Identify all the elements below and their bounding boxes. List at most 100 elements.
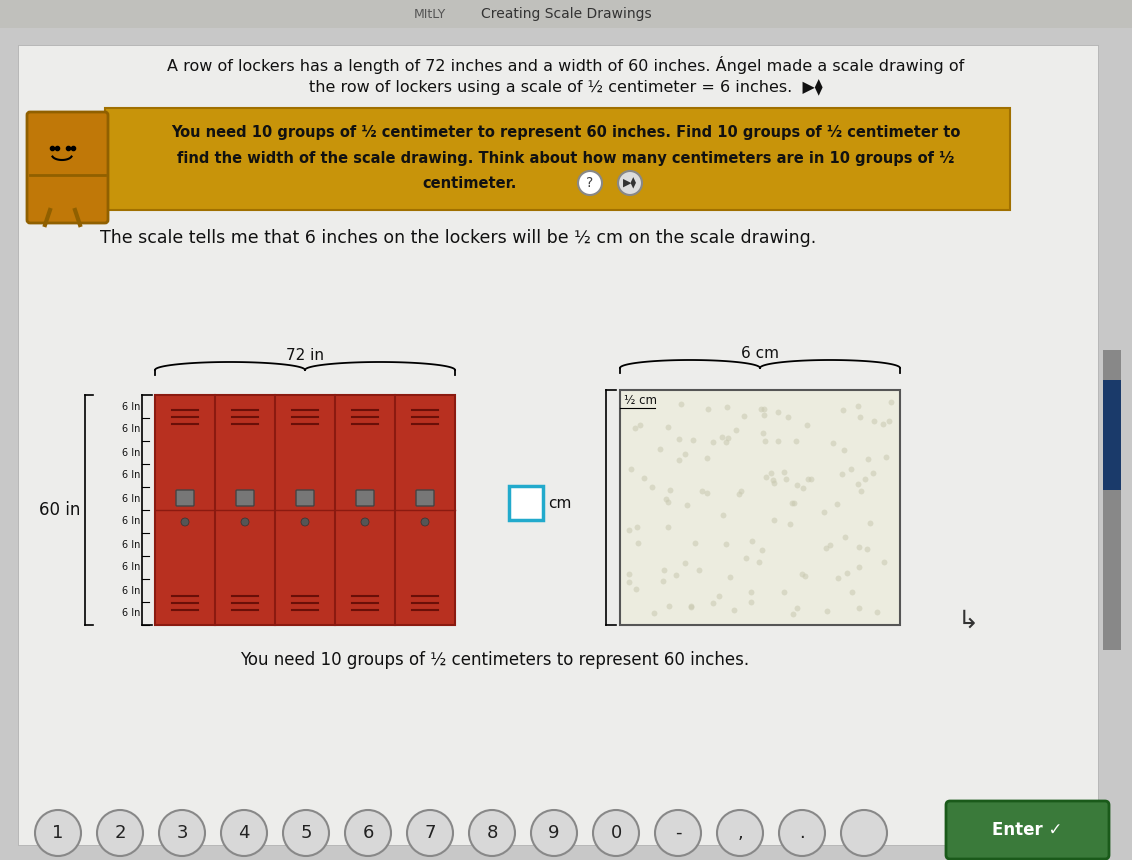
Point (774, 465, 792, 479)
Text: MItLY: MItLY (414, 8, 446, 21)
Text: 6 In: 6 In (121, 402, 140, 411)
Circle shape (221, 810, 267, 856)
Circle shape (283, 810, 329, 856)
Text: 1: 1 (52, 824, 63, 842)
Text: 5: 5 (300, 824, 311, 842)
Point (821, 538, 839, 552)
FancyBboxPatch shape (355, 490, 374, 506)
Point (729, 487, 747, 501)
Text: 6 In: 6 In (121, 470, 140, 481)
Point (865, 415, 883, 428)
Point (672, 397, 691, 411)
Point (756, 434, 774, 448)
Text: -: - (675, 824, 681, 842)
Point (719, 432, 737, 445)
Text: A row of lockers has a length of 72 inches and a width of 60 inches. Ángel made : A row of lockers has a length of 72 inch… (168, 56, 964, 74)
Point (698, 402, 717, 416)
Point (850, 540, 868, 554)
Text: ▶⧫: ▶⧫ (623, 177, 637, 188)
Point (683, 600, 701, 614)
Text: ?: ? (586, 176, 593, 190)
Point (850, 602, 868, 616)
Point (842, 462, 860, 476)
Point (786, 496, 804, 510)
Point (704, 435, 722, 449)
Text: 6: 6 (362, 824, 374, 842)
Point (784, 607, 803, 621)
Point (626, 421, 644, 435)
Point (655, 563, 674, 577)
Point (763, 473, 781, 487)
Point (779, 410, 797, 424)
Point (717, 538, 735, 551)
Point (852, 484, 871, 498)
Point (817, 605, 835, 618)
Point (623, 462, 641, 476)
Point (792, 567, 811, 580)
FancyBboxPatch shape (18, 45, 1098, 845)
Circle shape (655, 810, 701, 856)
Point (627, 582, 645, 596)
Point (762, 466, 780, 480)
Text: 6 In: 6 In (121, 447, 140, 458)
Point (698, 452, 717, 465)
Circle shape (241, 518, 249, 526)
Point (714, 508, 732, 522)
Point (754, 426, 772, 439)
Point (693, 484, 711, 498)
Circle shape (531, 810, 577, 856)
Point (735, 409, 753, 423)
Text: 7: 7 (424, 824, 436, 842)
Point (719, 400, 737, 414)
Point (631, 418, 649, 432)
FancyBboxPatch shape (235, 490, 254, 506)
Text: 72 in: 72 in (286, 347, 324, 363)
Text: ,: , (737, 824, 743, 842)
Point (653, 574, 671, 587)
FancyBboxPatch shape (295, 490, 314, 506)
Point (753, 543, 771, 556)
Circle shape (408, 810, 453, 856)
Point (861, 516, 880, 530)
Circle shape (618, 171, 642, 195)
Point (659, 421, 677, 434)
Point (877, 451, 895, 464)
Circle shape (158, 810, 205, 856)
Point (659, 495, 677, 509)
Point (741, 595, 760, 609)
Text: 6 In: 6 In (121, 517, 140, 526)
FancyBboxPatch shape (155, 395, 455, 625)
Circle shape (578, 171, 602, 195)
Point (620, 567, 638, 580)
Point (783, 496, 801, 510)
Point (849, 400, 867, 414)
Text: 6 In: 6 In (121, 586, 140, 595)
Point (737, 550, 755, 564)
Text: 0: 0 (610, 824, 621, 842)
Text: 8: 8 (487, 824, 498, 842)
Text: 60 in: 60 in (38, 501, 80, 519)
Point (755, 402, 773, 415)
Point (864, 466, 882, 480)
Point (765, 476, 783, 490)
Point (751, 556, 769, 569)
Text: centimeter.: centimeter. (423, 175, 517, 191)
Text: ½ cm: ½ cm (624, 394, 657, 407)
Point (796, 569, 814, 583)
Point (856, 472, 874, 486)
Point (721, 570, 739, 584)
Circle shape (35, 810, 82, 856)
Circle shape (421, 518, 429, 526)
Point (752, 402, 770, 415)
Point (781, 517, 799, 531)
Point (659, 520, 677, 534)
Point (801, 472, 820, 486)
Point (743, 586, 761, 599)
Point (643, 480, 661, 494)
Point (628, 520, 646, 534)
Point (710, 589, 728, 603)
Point (798, 418, 816, 432)
Point (670, 433, 688, 446)
Text: 6 In: 6 In (121, 494, 140, 503)
Point (678, 498, 696, 512)
